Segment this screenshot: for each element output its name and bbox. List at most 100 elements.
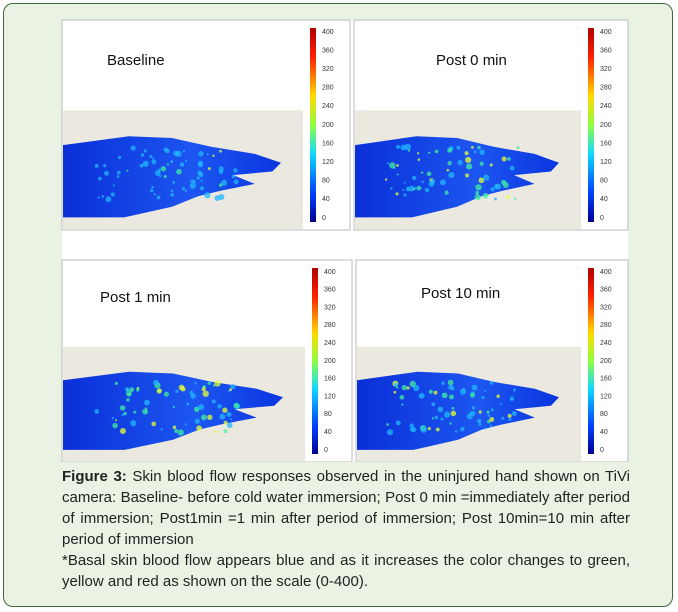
scale-label: 0 <box>324 447 328 454</box>
flow-spot <box>496 394 500 398</box>
flow-spot <box>483 174 490 181</box>
flow-spot <box>461 387 466 392</box>
flow-spot <box>447 147 453 153</box>
flow-spot <box>194 381 197 385</box>
flow-spot <box>198 160 203 166</box>
flow-spot <box>166 163 170 166</box>
flow-spot <box>201 414 207 421</box>
scale-label: 360 <box>600 287 612 294</box>
flow-spot <box>229 418 232 421</box>
flow-spot <box>136 388 140 392</box>
flow-spot <box>181 187 186 191</box>
flow-spot <box>116 170 121 175</box>
flow-spot <box>441 381 445 385</box>
flow-spot <box>448 384 454 391</box>
scale-label: 40 <box>324 429 332 436</box>
scale-label: 280 <box>600 322 612 329</box>
flow-spot <box>393 390 397 394</box>
flow-spot <box>404 143 411 151</box>
flow-spot <box>499 403 502 406</box>
flow-spot <box>506 195 510 199</box>
flow-spot <box>130 145 136 151</box>
color-scale <box>312 268 318 454</box>
flow-spot <box>200 186 205 191</box>
flow-spot <box>133 410 137 414</box>
flow-spot <box>163 147 168 152</box>
flow-spot <box>233 179 239 185</box>
flow-spot <box>421 180 424 184</box>
flow-spot <box>94 163 99 168</box>
flow-spot <box>479 149 485 155</box>
flow-spot <box>212 154 215 157</box>
scale-label: 360 <box>600 47 612 54</box>
flow-spot <box>508 418 512 421</box>
scale-label: 40 <box>600 429 608 436</box>
flow-spot <box>502 182 509 188</box>
flow-spot <box>126 398 130 402</box>
flow-spot <box>139 163 144 168</box>
flow-spot <box>156 388 162 394</box>
flow-spot <box>142 408 149 415</box>
flow-spot <box>477 145 481 150</box>
flow-spot <box>184 189 187 192</box>
flow-spot <box>393 382 399 388</box>
flow-spot <box>402 189 405 192</box>
flow-spot <box>431 417 435 420</box>
flow-spot <box>229 388 233 392</box>
caption-body: Skin blood flow responses observed in th… <box>62 468 631 548</box>
flow-spot <box>159 174 162 178</box>
flow-spot <box>172 181 176 184</box>
flow-spot <box>507 413 512 418</box>
flow-spot <box>408 185 415 192</box>
flow-spot <box>465 173 470 178</box>
flow-spot <box>130 420 137 427</box>
flow-spot <box>172 425 177 430</box>
flow-spot <box>182 150 186 153</box>
scale-label: 160 <box>322 140 334 147</box>
flow-spot <box>156 195 161 200</box>
flow-spot <box>207 381 211 385</box>
flow-spot <box>140 153 145 157</box>
flow-spot <box>227 390 230 393</box>
flow-spot <box>110 192 115 197</box>
scale-label: 40 <box>322 196 330 203</box>
flow-spot <box>198 172 204 178</box>
scale-label: 160 <box>600 376 612 383</box>
flow-spot <box>196 176 200 180</box>
flow-spot <box>460 426 465 432</box>
flow-spot <box>226 422 233 429</box>
scale-label: 320 <box>322 66 334 73</box>
figure-image: Baseline40036032028024020016012080400Pos… <box>61 19 629 462</box>
flow-spot <box>473 150 477 154</box>
flow-spot <box>483 389 487 392</box>
flow-spot <box>475 190 480 195</box>
flow-spot <box>477 418 482 424</box>
flow-spot <box>433 390 438 395</box>
flow-spot <box>101 195 105 198</box>
flow-spot <box>190 393 196 399</box>
flow-spot <box>172 405 175 408</box>
flow-spot <box>231 174 236 179</box>
flow-spot <box>403 193 407 197</box>
flow-spot <box>149 189 154 193</box>
flow-spot <box>125 390 132 397</box>
scale-label: 320 <box>324 304 336 311</box>
flow-spot <box>412 187 416 191</box>
scale-label: 160 <box>324 376 336 383</box>
flow-spot <box>434 415 439 420</box>
flow-spot <box>386 429 394 436</box>
flow-spot <box>489 163 493 167</box>
flow-spot <box>440 179 446 186</box>
flow-spot <box>201 387 206 392</box>
flow-spot <box>416 185 422 191</box>
flow-spot <box>213 430 217 433</box>
scale-label: 200 <box>600 358 612 365</box>
scale-label: 120 <box>324 393 336 400</box>
flow-spot <box>198 151 204 157</box>
flow-spot <box>207 167 211 171</box>
flow-spot <box>142 160 149 167</box>
flow-spot <box>490 187 495 192</box>
flow-spot <box>412 175 417 180</box>
flow-spot <box>143 149 147 153</box>
